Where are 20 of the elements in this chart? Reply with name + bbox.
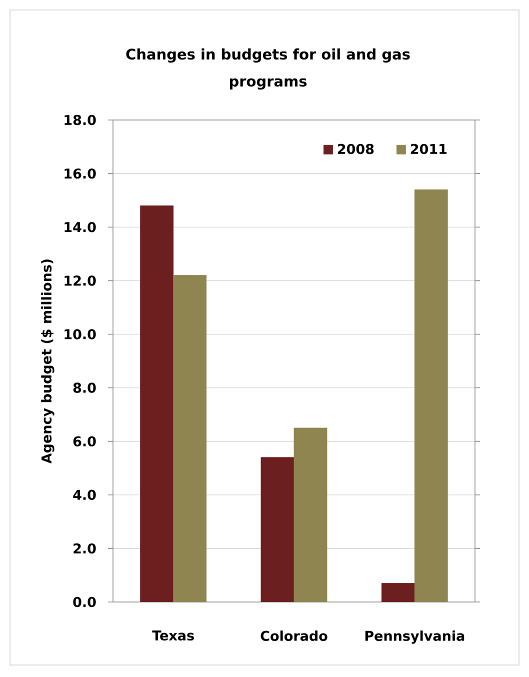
bar — [140, 205, 174, 602]
y-tick-label: 8.0 — [73, 382, 96, 393]
bar — [381, 583, 415, 602]
y-tick-label: 10.0 — [64, 329, 96, 340]
legend-label: 2008 — [338, 144, 374, 154]
y-tick-label: 16.0 — [64, 168, 96, 179]
y-tick-label: 2.0 — [74, 543, 96, 554]
legend-label: 2011 — [410, 144, 447, 154]
chart-title: Changes in budgets for oil and gas programs — [126, 48, 410, 90]
x-tick-label: Colorado — [260, 630, 328, 641]
x-tick-label: Texas — [152, 630, 194, 641]
y-tick-label: 0.0 — [73, 596, 96, 608]
bar — [260, 457, 294, 602]
y-tick-label: 18.0 — [64, 114, 96, 126]
y-tick-label: 12.0 — [64, 276, 96, 286]
x-tick-label: Pennsylvania — [365, 630, 464, 644]
y-tick-label: 6.0 — [73, 436, 96, 446]
y-tick-label: 14.0 — [64, 222, 96, 232]
y-tick-label: 4.0 — [73, 490, 96, 500]
y-axis-title: Agency budget ($ millions) — [41, 260, 54, 464]
